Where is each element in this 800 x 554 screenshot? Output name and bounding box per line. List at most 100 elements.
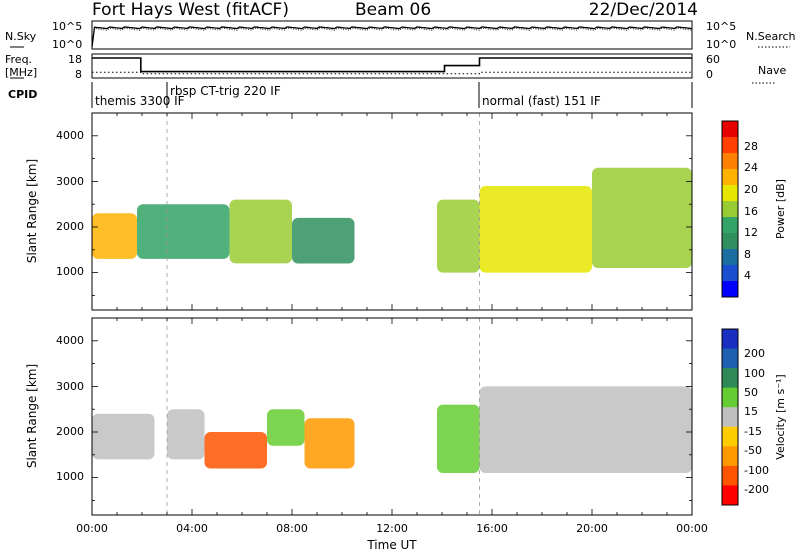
vel-cbar-tick-15: 15 — [744, 405, 758, 418]
vel-cbar-tick-200: 200 — [744, 347, 765, 360]
power-ytick-4000: 4000 — [56, 129, 84, 142]
xtick-2400: 00:00 — [676, 522, 708, 535]
power-cbar-tick-4: 4 — [744, 269, 751, 282]
power-colorbar-swatch-3 — [722, 169, 738, 186]
plot-title: Fort Hays West (fitACF) — [92, 0, 289, 20]
power-colorbar-swatch-10 — [722, 281, 738, 298]
cpid-label: CPID — [8, 88, 37, 101]
power-cbar-tick-8: 8 — [744, 248, 751, 261]
x-tick-labels: 00:00 04:00 08:00 12:00 16:00 20:00 00:0… — [76, 522, 708, 535]
power-colorbar-swatch-1 — [722, 137, 738, 154]
xtick-0400: 04:00 — [176, 522, 208, 535]
power-colorbar-swatch-9 — [722, 265, 738, 282]
nsearch-label: N.Search — [746, 30, 796, 43]
velocity-colorbar — [722, 329, 738, 506]
power-cbar-tick-12: 12 — [744, 226, 758, 239]
velocity-colorbar-swatch-2 — [722, 368, 738, 389]
power-colorbar-swatch-4 — [722, 185, 738, 202]
power-colorbar — [722, 121, 738, 298]
xtick-1600: 16:00 — [476, 522, 508, 535]
velocity-ytick-4000: 4000 — [56, 334, 84, 347]
power-echo-region-3 — [292, 217, 355, 264]
velocity-colorbar-swatch-1 — [722, 348, 738, 369]
power-colorbar-swatch-7 — [722, 233, 738, 250]
nave-series-line — [92, 71, 692, 75]
power-echo-region-4 — [437, 199, 480, 273]
velocity-echo-region-1 — [167, 409, 205, 460]
velocity-ylabel: Slant Range [km] — [25, 364, 39, 468]
velocity-ytick-3000: 3000 — [56, 380, 84, 393]
cpid-segment-normal: normal (fast) 151 IF — [482, 94, 601, 108]
nsearch-tick-bottom: 10^0 — [706, 38, 736, 51]
nsky-tick-top: 10^5 — [52, 20, 82, 33]
nsky-panel-frame — [91, 20, 693, 50]
freq-panel-frame — [91, 53, 693, 79]
power-ytick-3000: 3000 — [56, 175, 84, 188]
power-cbar-tick-20: 20 — [744, 183, 758, 196]
nsky-label: N.Sky — [5, 30, 37, 43]
power-y-ticks: 4000 3000 2000 1000 — [56, 129, 84, 278]
freq-label-line2: [MHz] — [5, 66, 37, 79]
velocity-echo-region-6 — [479, 386, 692, 473]
velocity-colorbar-label: Velocity [m s⁻¹] — [774, 374, 787, 459]
power-ytick-1000: 1000 — [56, 265, 84, 278]
power-echo-layer — [92, 113, 692, 310]
velocity-echo-region-0 — [92, 413, 155, 460]
velocity-colorbar-frame — [721, 328, 739, 506]
velocity-ytick-1000: 1000 — [56, 470, 84, 483]
power-colorbar-ticks: 28 24 20 16 12 8 4 — [744, 140, 758, 282]
power-colorbar-swatch-5 — [722, 201, 738, 218]
velocity-colorbar-swatch-0 — [722, 329, 738, 350]
xtick-0000: 00:00 — [76, 522, 108, 535]
velocity-colorbar-swatch-3 — [722, 387, 738, 408]
velocity-ytick-2000: 2000 — [56, 425, 84, 438]
velocity-colorbar-swatch-8 — [722, 485, 738, 506]
power-colorbar-swatch-8 — [722, 249, 738, 266]
nsearch-series-line — [91, 27, 693, 48]
velocity-y-ticks: 4000 3000 2000 1000 — [56, 334, 84, 483]
velocity-colorbar-ticks: 200 100 50 15 -15 -50 -100 -200 — [744, 347, 769, 496]
freq-tick-bottom: 8 — [75, 68, 82, 81]
freq-label-line1: Freq. — [5, 53, 32, 66]
power-colorbar-swatch-6 — [722, 217, 738, 234]
power-echo-region-6 — [592, 167, 692, 268]
nsearch-tick-top: 10^5 — [706, 20, 736, 33]
power-ytick-2000: 2000 — [56, 220, 84, 233]
vel-cbar-tick-100: 100 — [744, 367, 765, 380]
velocity-echo-layer — [92, 318, 692, 515]
power-echo-region-2 — [229, 199, 292, 264]
velocity-colorbar-swatch-4 — [722, 407, 738, 428]
velocity-echo-region-2 — [204, 432, 267, 469]
velocity-colorbar-swatch-6 — [722, 446, 738, 467]
x-axis-label: Time UT — [366, 538, 417, 552]
vel-cbar-tick-50: 50 — [744, 386, 758, 399]
power-colorbar-label: Power [dB] — [774, 179, 787, 239]
nave-tick-top: 60 — [706, 53, 720, 66]
power-colorbar-frame — [721, 120, 739, 298]
nsky-tick-bottom: 10^0 — [52, 38, 82, 51]
nave-label: Nave — [758, 64, 786, 77]
freq-series-line — [92, 57, 692, 73]
beam-label: Beam 06 — [355, 0, 431, 20]
nsky-series-line — [91, 26, 693, 48]
power-echo-region-0 — [92, 213, 137, 259]
nave-tick-bottom: 0 — [706, 68, 713, 81]
velocity-colorbar-swatch-7 — [722, 465, 738, 486]
power-cbar-tick-28: 28 — [744, 140, 758, 153]
vel-cbar-tick-m200: -200 — [744, 483, 769, 496]
vel-cbar-tick-m50: -50 — [744, 444, 762, 457]
cpid-segment-themis: themis 3300 IF — [95, 94, 185, 108]
xtick-2000: 20:00 — [576, 522, 608, 535]
vel-cbar-tick-m15: -15 — [744, 425, 762, 438]
velocity-echo-region-3 — [267, 409, 305, 446]
cpid-segment-rbsp: rbsp CT-trig 220 IF — [170, 84, 281, 98]
velocity-echo-region-5 — [437, 404, 480, 473]
velocity-colorbar-swatch-5 — [722, 426, 738, 447]
power-cbar-tick-16: 16 — [744, 205, 758, 218]
power-echo-region-5 — [479, 186, 592, 273]
power-colorbar-swatch-0 — [722, 121, 738, 138]
power-echo-region-1 — [137, 204, 230, 259]
axis-minor-ticks — [91, 112, 693, 515]
